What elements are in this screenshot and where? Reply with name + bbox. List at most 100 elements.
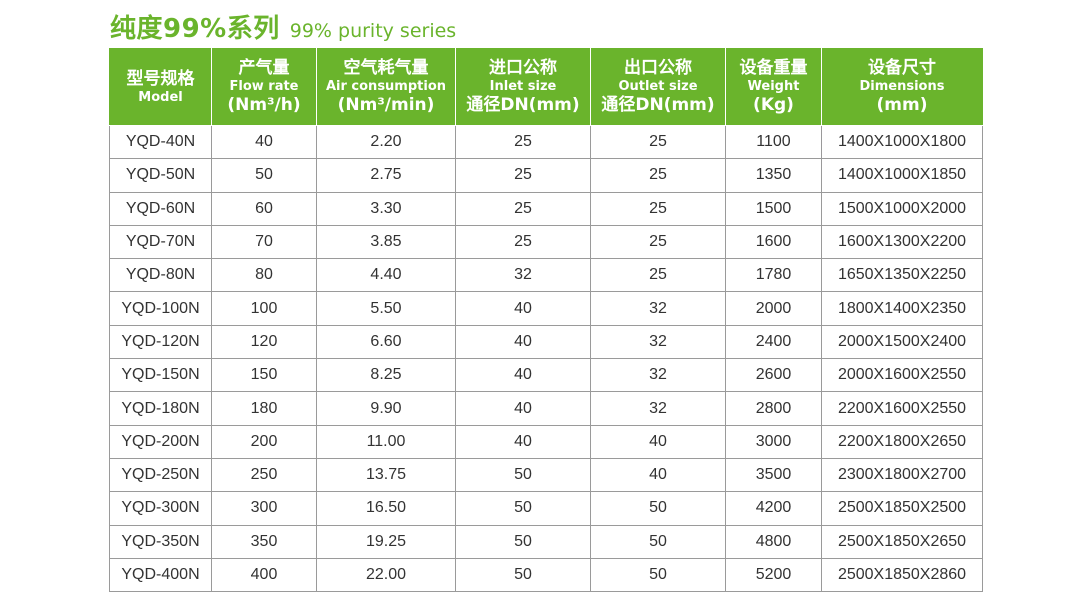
column-header-en: Dimensions — [859, 79, 945, 94]
table-cell: 120 — [211, 324, 317, 360]
table-row: YQD-70N 70 3.85 25 25 1600 1600X1300X2200 — [109, 224, 983, 260]
table-cell: 3500 — [725, 457, 822, 493]
table-cell: 40 — [455, 391, 591, 426]
table-row: YQD-350N 350 19.25 50 50 4800 2500X1850X2650 — [109, 524, 983, 559]
column-header-unit: 通径DN(mm) — [466, 95, 580, 115]
table-cell: 40 — [455, 324, 591, 360]
table-cell: 3.30 — [316, 191, 456, 226]
table-cell: 4.40 — [316, 258, 456, 293]
table-cell: 1100 — [725, 124, 822, 160]
table-cell: 2.75 — [316, 158, 456, 193]
table-cell: 25 — [455, 224, 591, 260]
column-header-unit: (Kg) — [753, 95, 794, 115]
table-cell: 4200 — [725, 491, 822, 526]
table-row: YQD-80N 80 4.40 32 25 1780 1650X1350X2250 — [109, 258, 983, 293]
table-cell: 2300X1800X2700 — [821, 457, 983, 493]
table-cell: YQD-300N — [109, 491, 212, 526]
column-header-en: Outlet size — [618, 79, 698, 94]
column-header-zh: 设备尺寸 — [868, 58, 936, 78]
table-row: YQD-100N 100 5.50 40 32 2000 1800X1400X2350 — [109, 291, 983, 326]
column-header: 出口公称 Outlet size 通径DN(mm) — [590, 48, 726, 126]
table-row: YQD-400N 400 22.00 50 50 5200 2500X1850X2860 — [109, 557, 983, 593]
table-cell: 40 — [590, 457, 726, 493]
table-cell: 1780 — [725, 258, 822, 293]
table-cell: 80 — [211, 258, 317, 293]
table-cell: 32 — [590, 391, 726, 426]
table-cell: 250 — [211, 457, 317, 493]
table-cell: 6.60 — [316, 324, 456, 360]
table-cell: 25 — [455, 124, 591, 160]
table-cell: 5.50 — [316, 291, 456, 326]
table-cell: 50 — [455, 457, 591, 493]
column-header-zh: 进口公称 — [489, 58, 557, 78]
table-cell: 1800X1400X2350 — [821, 291, 983, 326]
table-cell: 5200 — [725, 557, 822, 593]
table-cell: 50 — [455, 491, 591, 526]
table-cell: 32 — [590, 291, 726, 326]
table-cell: 1600 — [725, 224, 822, 260]
table-cell: 11.00 — [316, 424, 456, 459]
column-header-unit: (Nm³/h) — [227, 95, 301, 115]
table-cell: 200 — [211, 424, 317, 459]
table-cell: YQD-180N — [109, 391, 212, 426]
table-cell: 4800 — [725, 524, 822, 559]
table-cell: 2500X1850X2500 — [821, 491, 983, 526]
table-cell: 2500X1850X2860 — [821, 557, 983, 593]
table-cell: 16.50 — [316, 491, 456, 526]
column-header: 设备重量 Weight (Kg) — [725, 48, 822, 126]
table-cell: 50 — [211, 158, 317, 193]
header-row: 型号规格 Model 产气量 Flow rate (Nm³/h) 空气耗气量 Air con… — [109, 48, 983, 126]
column-header: 空气耗气量 Air consumption (Nm³/min) — [316, 48, 456, 126]
table-cell: 400 — [211, 557, 317, 593]
table-cell: YQD-70N — [109, 224, 212, 260]
table-cell: 1500 — [725, 191, 822, 226]
table-cell: 13.75 — [316, 457, 456, 493]
column-header: 型号规格 Model — [109, 48, 212, 126]
table-cell: 3.85 — [316, 224, 456, 260]
title-chinese: 纯度99%系列 — [110, 14, 280, 44]
column-header: 产气量 Flow rate (Nm³/h) — [211, 48, 317, 126]
table-cell: 32 — [590, 324, 726, 360]
table-cell: 40 — [455, 358, 591, 393]
column-header-unit: (Nm³/min) — [337, 95, 435, 115]
table-row: YQD-300N 300 16.50 50 50 4200 2500X1850X2500 — [109, 491, 983, 526]
table-cell: YQD-80N — [109, 258, 212, 293]
column-header-en: Inlet size — [489, 79, 557, 94]
table-cell: 2600 — [725, 358, 822, 393]
column-header-zh: 产气量 — [238, 58, 290, 78]
table-cell: 40 — [211, 124, 317, 160]
table-cell: 1500X1000X2000 — [821, 191, 983, 226]
column-header-en: Weight — [747, 79, 800, 94]
table-cell: 32 — [455, 258, 591, 293]
column-header-zh: 设备重量 — [739, 58, 808, 78]
table-cell: 40 — [590, 424, 726, 459]
table-cell: 2200X1600X2550 — [821, 391, 983, 426]
table-cell: YQD-400N — [109, 557, 212, 593]
table-row: YQD-40N 40 2.20 25 25 1100 1400X1000X1800 — [109, 124, 983, 160]
table-cell: 50 — [590, 557, 726, 593]
table-cell: 25 — [590, 124, 726, 160]
table-row: YQD-120N 120 6.60 40 32 2400 2000X1500X2400 — [109, 324, 983, 360]
table-cell: YQD-120N — [109, 324, 212, 360]
table-cell: YQD-350N — [109, 524, 212, 559]
table-cell: 25 — [590, 191, 726, 226]
column-header-en: Air consumption — [325, 79, 447, 94]
table-cell: 1400X1000X1800 — [821, 124, 983, 160]
column-header-en: Flow rate — [229, 79, 299, 94]
table-cell: 300 — [211, 491, 317, 526]
column-header-zh: 出口公称 — [624, 58, 692, 78]
table-cell: 19.25 — [316, 524, 456, 559]
table-cell: 25 — [590, 224, 726, 260]
table-cell: 150 — [211, 358, 317, 393]
table-cell: 50 — [590, 491, 726, 526]
column-header: 进口公称 Inlet size 通径DN(mm) — [455, 48, 591, 126]
column-header-en: Model — [138, 89, 183, 105]
table-cell: 2000X1500X2400 — [821, 324, 983, 360]
column-header-zh: 空气耗气量 — [343, 58, 429, 78]
table-row: YQD-60N 60 3.30 25 25 1500 1500X1000X2000 — [109, 191, 983, 226]
table-cell: 50 — [455, 524, 591, 559]
table-cell: 25 — [455, 158, 591, 193]
page-title: 纯度99%系列 99% purity series — [110, 8, 456, 44]
table-row: YQD-250N 250 13.75 50 40 3500 2300X1800X2700 — [109, 457, 983, 493]
table-cell: 50 — [455, 557, 591, 593]
